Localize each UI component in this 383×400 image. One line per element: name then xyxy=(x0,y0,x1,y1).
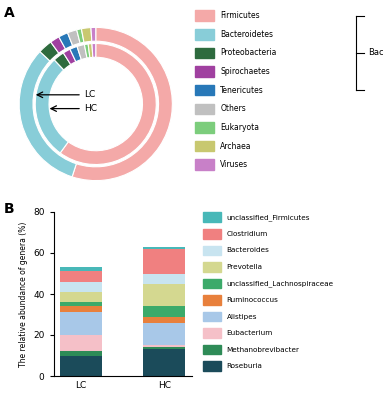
Text: B: B xyxy=(4,202,15,216)
Bar xyxy=(203,361,221,371)
Bar xyxy=(195,159,214,170)
Text: Clostridium: Clostridium xyxy=(227,231,268,237)
Bar xyxy=(195,141,214,151)
Text: HC: HC xyxy=(84,104,97,113)
Wedge shape xyxy=(63,49,76,64)
Wedge shape xyxy=(59,33,73,49)
Bar xyxy=(144,306,185,316)
Bar xyxy=(203,212,221,222)
Bar xyxy=(203,279,221,288)
Wedge shape xyxy=(92,44,96,57)
Bar xyxy=(144,249,185,274)
Bar xyxy=(60,302,101,306)
Bar xyxy=(144,316,185,323)
Text: Others: Others xyxy=(220,104,246,113)
Y-axis label: The relative abundance of genera (%): The relative abundance of genera (%) xyxy=(18,221,28,367)
Bar xyxy=(203,229,221,239)
Bar xyxy=(203,295,221,305)
Text: unclassified_Firmicutes: unclassified_Firmicutes xyxy=(227,214,310,221)
Text: Eukaryota: Eukaryota xyxy=(220,123,259,132)
Bar xyxy=(195,122,214,133)
Wedge shape xyxy=(19,52,76,177)
Bar xyxy=(144,349,185,376)
Bar xyxy=(144,247,185,249)
Bar xyxy=(195,48,214,58)
Bar xyxy=(203,246,221,255)
Bar xyxy=(144,284,185,306)
Wedge shape xyxy=(54,53,71,70)
Bar xyxy=(203,312,221,321)
Text: Archaea: Archaea xyxy=(220,142,252,150)
Wedge shape xyxy=(67,30,80,46)
Text: Proteobacteria: Proteobacteria xyxy=(220,48,277,58)
Wedge shape xyxy=(60,44,156,164)
Bar xyxy=(60,335,101,351)
Bar xyxy=(144,347,185,349)
Bar xyxy=(60,272,101,282)
Text: LC: LC xyxy=(84,90,95,99)
Text: Spirochaetes: Spirochaetes xyxy=(220,67,270,76)
Text: Prevotella: Prevotella xyxy=(227,264,263,270)
Text: Tenericutes: Tenericutes xyxy=(220,86,264,95)
Text: Firmicutes: Firmicutes xyxy=(220,11,260,20)
Wedge shape xyxy=(35,60,68,153)
Bar xyxy=(144,274,185,284)
Bar xyxy=(144,345,185,347)
Bar xyxy=(195,29,214,40)
Wedge shape xyxy=(40,42,59,61)
Bar xyxy=(203,328,221,338)
Text: A: A xyxy=(4,6,15,20)
Bar xyxy=(195,66,214,77)
Text: Bacteroides: Bacteroides xyxy=(227,247,270,253)
Wedge shape xyxy=(82,28,92,42)
Text: Viruses: Viruses xyxy=(220,160,248,169)
Wedge shape xyxy=(77,44,87,60)
Wedge shape xyxy=(70,46,81,62)
Bar xyxy=(60,267,101,272)
Text: Ruminococcus: Ruminococcus xyxy=(227,297,278,303)
Wedge shape xyxy=(51,37,65,53)
Bar xyxy=(144,323,185,345)
Bar xyxy=(195,10,214,21)
Bar xyxy=(60,282,101,292)
Wedge shape xyxy=(91,27,96,41)
Text: Methanobrevibacter: Methanobrevibacter xyxy=(227,347,300,353)
Wedge shape xyxy=(84,44,90,58)
Bar xyxy=(60,351,101,356)
Text: unclassified_Lachnospiraceae: unclassified_Lachnospiraceae xyxy=(227,280,334,287)
Wedge shape xyxy=(77,29,84,43)
Wedge shape xyxy=(88,44,93,58)
Bar xyxy=(60,312,101,335)
Text: Roseburia: Roseburia xyxy=(227,363,263,369)
Text: Alistipes: Alistipes xyxy=(227,314,257,320)
Text: Bacteria: Bacteria xyxy=(368,48,383,58)
Bar xyxy=(60,306,101,312)
Bar xyxy=(60,356,101,376)
Wedge shape xyxy=(72,27,172,180)
Bar xyxy=(60,292,101,302)
Bar xyxy=(195,85,214,96)
Text: Eubacterium: Eubacterium xyxy=(227,330,273,336)
Bar xyxy=(195,104,214,114)
Text: Bacteroidetes: Bacteroidetes xyxy=(220,30,273,39)
Bar xyxy=(203,262,221,272)
Bar xyxy=(203,345,221,354)
